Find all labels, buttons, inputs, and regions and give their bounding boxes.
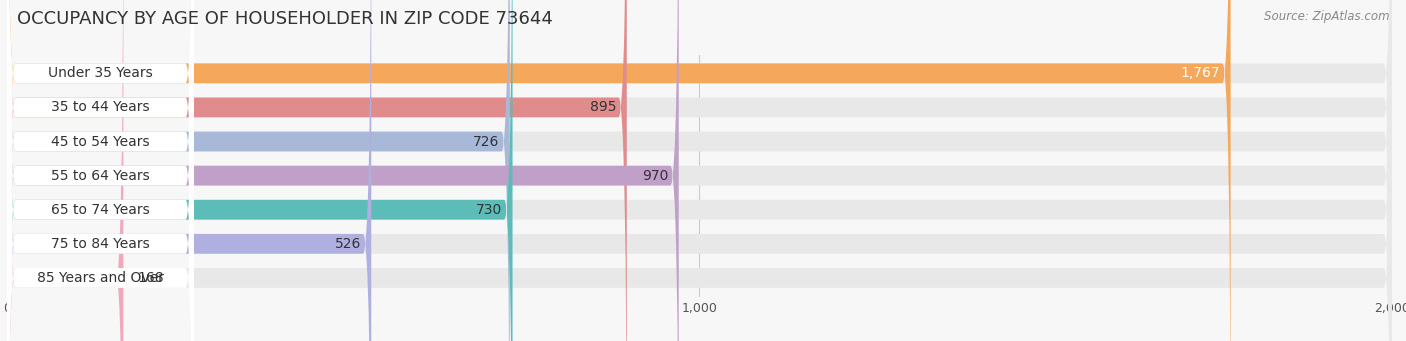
Text: 35 to 44 Years: 35 to 44 Years <box>51 100 150 115</box>
FancyBboxPatch shape <box>7 0 1392 341</box>
FancyBboxPatch shape <box>7 0 194 341</box>
FancyBboxPatch shape <box>7 0 371 341</box>
Text: 168: 168 <box>138 271 165 285</box>
FancyBboxPatch shape <box>7 0 679 341</box>
FancyBboxPatch shape <box>7 0 627 341</box>
FancyBboxPatch shape <box>7 0 1392 341</box>
FancyBboxPatch shape <box>7 0 1392 341</box>
Text: 65 to 74 Years: 65 to 74 Years <box>51 203 150 217</box>
FancyBboxPatch shape <box>7 0 1392 341</box>
FancyBboxPatch shape <box>7 0 194 341</box>
Text: Source: ZipAtlas.com: Source: ZipAtlas.com <box>1264 10 1389 23</box>
Text: Under 35 Years: Under 35 Years <box>48 66 153 80</box>
FancyBboxPatch shape <box>7 0 194 341</box>
FancyBboxPatch shape <box>7 0 1230 341</box>
Text: 85 Years and Over: 85 Years and Over <box>37 271 165 285</box>
Text: 75 to 84 Years: 75 to 84 Years <box>51 237 150 251</box>
Text: 970: 970 <box>643 168 668 183</box>
Text: 45 to 54 Years: 45 to 54 Years <box>51 134 150 149</box>
FancyBboxPatch shape <box>7 0 194 341</box>
FancyBboxPatch shape <box>7 0 194 341</box>
Text: 526: 526 <box>335 237 361 251</box>
FancyBboxPatch shape <box>7 0 1392 341</box>
FancyBboxPatch shape <box>7 0 1392 341</box>
FancyBboxPatch shape <box>7 0 194 341</box>
FancyBboxPatch shape <box>7 0 194 341</box>
FancyBboxPatch shape <box>7 0 1392 341</box>
Text: 730: 730 <box>475 203 502 217</box>
Text: OCCUPANCY BY AGE OF HOUSEHOLDER IN ZIP CODE 73644: OCCUPANCY BY AGE OF HOUSEHOLDER IN ZIP C… <box>17 10 553 28</box>
Text: 1,767: 1,767 <box>1181 66 1220 80</box>
FancyBboxPatch shape <box>7 0 510 341</box>
Text: 895: 895 <box>591 100 616 115</box>
FancyBboxPatch shape <box>7 0 124 341</box>
Text: 726: 726 <box>472 134 499 149</box>
FancyBboxPatch shape <box>7 0 513 341</box>
Text: 55 to 64 Years: 55 to 64 Years <box>51 168 150 183</box>
